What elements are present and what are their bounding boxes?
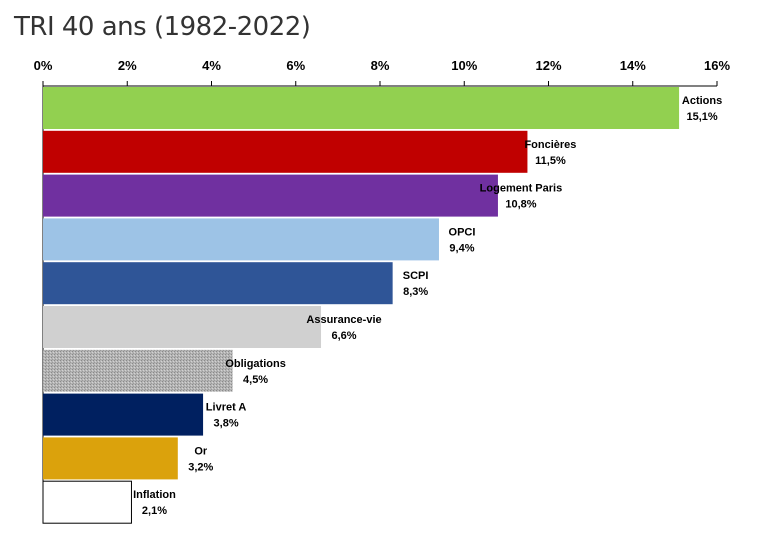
bar-inflation [42,480,132,524]
bar-fonci-res [43,130,528,173]
chart-title: TRI 40 ans (1982-2022) [14,12,311,42]
bar-category-label: Logement Paris [480,183,563,195]
bar-value-label: 6,6% [331,330,356,342]
x-tick-label: 16% [704,58,730,73]
bar-livret-a [43,393,204,436]
bar-value-label: 8,3% [403,286,428,298]
bar-category-label: Inflation [133,489,176,501]
bar-assurance-vie [43,306,322,348]
bar-category-label: OPCI [449,226,476,238]
bar-category-label: Foncières [524,139,576,151]
bar-category-label: Assurance-vie [306,314,381,326]
bar-obligations [43,349,233,392]
bar-category-label: Actions [682,95,722,107]
bar-category-label: Or [194,445,208,457]
bar-value-label: 4,5% [243,374,268,386]
bar-logement-paris [43,174,498,217]
bar-scpi [43,262,393,305]
x-tick-label: 8% [371,58,390,73]
bar-value-label: 3,2% [188,461,213,473]
bar-value-label: 10,8% [505,199,536,211]
x-tick-label: 10% [451,58,477,73]
x-tick-label: 12% [535,58,561,73]
x-tick-label: 6% [286,58,305,73]
bar-value-label: 9,4% [449,242,474,254]
bar-opci [43,218,439,261]
bar-or [43,437,178,480]
x-tick-label: 4% [202,58,221,73]
bar-value-label: 3,8% [214,418,239,430]
x-tick-label: 14% [620,58,646,73]
bars: Actions 15,1% Foncières 11,5% Logement Paris… [42,87,722,524]
bar-value-label: 15,1% [686,111,717,123]
bar-category-label: SCPI [403,270,429,282]
bar-category-label: Obligations [225,358,286,370]
bar-value-label: 11,5% [535,155,566,167]
x-tick-label: 2% [118,58,137,73]
bar-value-label: 2,1% [142,505,167,517]
bar-category-label: Livret A [206,402,247,414]
x-tick-label: 0% [34,58,53,73]
bar-actions [43,87,680,129]
